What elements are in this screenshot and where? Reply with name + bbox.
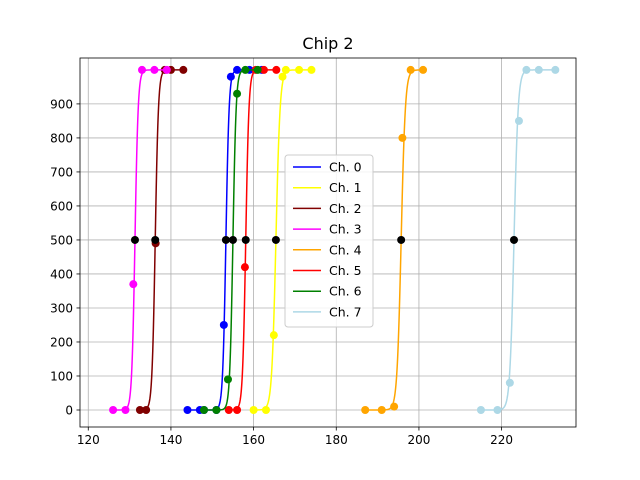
- legend-label: Ch. 4: [329, 242, 362, 257]
- data-point: [179, 65, 188, 74]
- data-point: [233, 65, 242, 74]
- data-point: [269, 331, 278, 340]
- series-layer: [109, 65, 560, 414]
- data-point: [241, 65, 250, 74]
- data-point: [262, 405, 270, 414]
- data-point: [551, 65, 560, 74]
- midpoint-marker: [151, 235, 160, 244]
- legend-label: Ch. 7: [329, 304, 362, 319]
- data-point: [223, 375, 232, 384]
- legend-label: Ch. 3: [329, 222, 362, 237]
- data-point: [200, 405, 208, 414]
- legend-label: Ch. 1: [329, 180, 362, 195]
- plot-frame: [79, 57, 577, 428]
- data-point: [361, 405, 370, 414]
- data-point: [142, 405, 151, 414]
- data-point: [253, 65, 262, 74]
- data-point: [259, 65, 268, 74]
- x-tick-label: 200: [407, 433, 430, 447]
- x-tick-label: 140: [159, 433, 182, 447]
- data-point: [493, 405, 502, 414]
- data-point: [233, 89, 242, 98]
- data-point: [406, 65, 415, 74]
- series-4: [361, 65, 428, 414]
- data-point: [476, 405, 485, 414]
- series-3: [109, 65, 171, 414]
- data-point: [522, 65, 531, 74]
- x-tick-label: 180: [325, 433, 348, 447]
- data-point: [514, 116, 523, 125]
- series-6: [200, 65, 262, 414]
- y-tick-label: 800: [50, 131, 73, 145]
- y-tick-label: 500: [50, 233, 73, 247]
- data-point: [121, 405, 130, 414]
- legend-box: [284, 154, 374, 328]
- data-point: [398, 133, 407, 142]
- series-5: [224, 65, 281, 414]
- data-point: [212, 405, 221, 414]
- midpoint-marker: [221, 235, 230, 244]
- data-point: [183, 405, 192, 414]
- data-point: [419, 65, 428, 74]
- data-point: [135, 405, 144, 414]
- legend-label: Ch. 2: [329, 201, 362, 216]
- data-point: [278, 72, 287, 81]
- series-1: [249, 65, 316, 414]
- x-tick-label: 220: [490, 433, 513, 447]
- data-point: [272, 65, 281, 74]
- midpoint-marker: [397, 235, 406, 244]
- y-tick-label: 400: [50, 267, 73, 281]
- data-point: [249, 405, 258, 414]
- data-point: [505, 378, 514, 387]
- midpoint-marker: [241, 235, 250, 244]
- y-tick-label: 100: [50, 369, 73, 383]
- data-point: [226, 72, 235, 81]
- midpoint-marker: [271, 235, 280, 244]
- data-point: [240, 263, 249, 272]
- y-tick-label: 900: [50, 97, 73, 111]
- data-point: [307, 65, 316, 74]
- y-tick-label: 600: [50, 199, 73, 213]
- legend: Ch. 0 Ch. 1 Ch. 2 Ch. 3 Ch. 4 Ch. 5 Ch. 6 Ch. 7: [284, 154, 374, 328]
- data-point: [138, 65, 146, 74]
- y-tick-label: 200: [50, 335, 73, 349]
- legend-label: Ch. 5: [329, 263, 362, 278]
- data-point: [281, 65, 290, 74]
- data-point: [162, 65, 171, 74]
- x-tick-label: 120: [77, 433, 100, 447]
- series-7: [476, 65, 560, 414]
- data-point: [150, 65, 159, 74]
- x-tick-label: 160: [242, 433, 265, 447]
- data-point: [109, 405, 118, 414]
- data-point: [534, 65, 543, 74]
- y-tick-label: 0: [65, 403, 73, 417]
- axes: 120 140 160 180 200 220 0 100 200 300 400 500 600 700…: [50, 57, 577, 447]
- y-tick-label: 700: [50, 165, 73, 179]
- data-point: [377, 405, 386, 414]
- legend-label: Ch. 6: [329, 284, 362, 299]
- data-point: [129, 280, 138, 289]
- midpoint-marker: [510, 235, 518, 244]
- legend-label: Ch. 0: [329, 160, 362, 175]
- data-point: [295, 65, 304, 74]
- y-tick-label: 300: [50, 301, 73, 315]
- data-point: [233, 405, 242, 414]
- data-point: [224, 405, 233, 414]
- data-point: [390, 402, 399, 411]
- series-line: [480, 69, 556, 411]
- midpoint-marker: [130, 235, 139, 244]
- data-point: [219, 320, 228, 329]
- midpoint-marker: [228, 235, 237, 244]
- chart-title: Chip 2: [302, 34, 353, 53]
